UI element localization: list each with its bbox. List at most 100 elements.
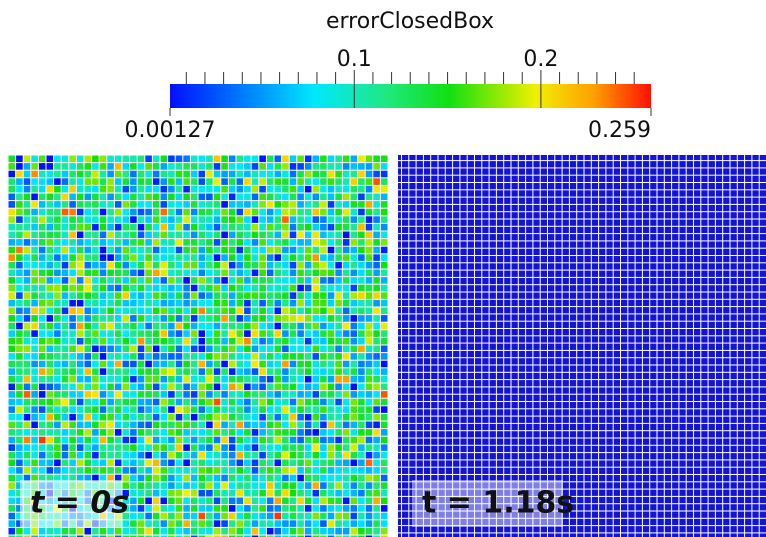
mesh-cell bbox=[84, 391, 92, 398]
mesh-cell bbox=[228, 375, 236, 383]
mesh-cell bbox=[206, 216, 213, 223]
mesh-cell bbox=[122, 413, 130, 421]
mesh-cell bbox=[137, 231, 145, 239]
mesh-cell bbox=[297, 163, 304, 170]
mesh-cell bbox=[46, 216, 54, 223]
mesh-cell bbox=[99, 277, 107, 284]
mesh-cell bbox=[99, 406, 107, 413]
mesh-cell bbox=[358, 337, 365, 345]
mesh-cell bbox=[168, 467, 175, 474]
mesh-cell bbox=[99, 444, 107, 451]
mesh-cell bbox=[312, 406, 320, 413]
mesh-cell bbox=[130, 368, 137, 375]
mesh-cell bbox=[335, 239, 342, 246]
mesh-cell bbox=[145, 292, 152, 299]
mesh-cell bbox=[206, 246, 213, 254]
mesh-cell bbox=[198, 353, 206, 360]
mesh-cell bbox=[213, 322, 221, 330]
mesh-cell bbox=[342, 170, 350, 178]
mesh-cell bbox=[69, 421, 76, 429]
mesh-cell bbox=[221, 178, 228, 185]
mesh-cell bbox=[8, 322, 16, 330]
mesh-cell bbox=[107, 436, 114, 444]
mesh-cell bbox=[16, 216, 23, 223]
mesh-cell bbox=[54, 360, 61, 368]
mesh-cell bbox=[84, 353, 92, 360]
mesh-cell bbox=[38, 375, 46, 383]
mesh-cell bbox=[8, 277, 16, 284]
mesh-cell bbox=[206, 413, 213, 421]
mesh-cell bbox=[23, 193, 31, 201]
mesh-cell bbox=[251, 185, 259, 193]
mesh-cell bbox=[175, 535, 183, 537]
mesh-cell bbox=[320, 239, 327, 246]
mesh-cell bbox=[380, 413, 388, 421]
mesh-cell bbox=[244, 330, 251, 337]
mesh-cell bbox=[145, 269, 152, 277]
mesh-cell bbox=[84, 201, 92, 208]
mesh-cell bbox=[122, 398, 130, 406]
mesh-cell bbox=[335, 155, 342, 163]
mesh-cell bbox=[152, 315, 160, 322]
mesh-cell bbox=[304, 292, 312, 299]
mesh-cell bbox=[54, 208, 61, 216]
mesh-cell bbox=[198, 436, 206, 444]
mesh-cell bbox=[259, 444, 266, 451]
mesh-cell bbox=[99, 383, 107, 391]
mesh-cell bbox=[335, 489, 342, 497]
mesh-cell bbox=[175, 444, 183, 451]
mesh-cell bbox=[114, 436, 122, 444]
mesh-cell bbox=[213, 315, 221, 322]
mesh-cell bbox=[266, 299, 274, 307]
mesh-cell bbox=[99, 360, 107, 368]
mesh-cell bbox=[122, 223, 130, 231]
mesh-cell bbox=[251, 406, 259, 413]
mesh-cell bbox=[244, 406, 251, 413]
mesh-cell bbox=[251, 368, 259, 375]
mesh-cell bbox=[335, 322, 342, 330]
mesh-cell bbox=[92, 315, 99, 322]
mesh-cell bbox=[266, 322, 274, 330]
mesh-cell bbox=[92, 391, 99, 398]
mesh-cell bbox=[175, 155, 183, 163]
mesh-cell bbox=[137, 512, 145, 520]
mesh-cell bbox=[160, 429, 168, 436]
mesh-cell bbox=[145, 413, 152, 421]
mesh-cell bbox=[145, 444, 152, 451]
mesh-cell bbox=[266, 337, 274, 345]
mesh-cell bbox=[107, 231, 114, 239]
mesh-cell bbox=[92, 345, 99, 353]
mesh-cell bbox=[152, 360, 160, 368]
mesh-cell bbox=[16, 178, 23, 185]
mesh-cell bbox=[8, 451, 16, 459]
mesh-cell bbox=[244, 201, 251, 208]
mesh-cell bbox=[92, 421, 99, 429]
mesh-cell bbox=[350, 520, 358, 527]
mesh-cell bbox=[46, 292, 54, 299]
mesh-cell bbox=[160, 330, 168, 337]
mesh-cell bbox=[228, 459, 236, 467]
mesh-cell bbox=[76, 353, 84, 360]
mesh-cell bbox=[373, 155, 380, 163]
mesh-cell bbox=[259, 284, 266, 292]
mesh-cell bbox=[236, 337, 244, 345]
mesh-cell bbox=[23, 330, 31, 337]
mesh-cell bbox=[373, 527, 380, 535]
mesh-cell bbox=[61, 239, 69, 246]
mesh-cell bbox=[350, 246, 358, 254]
mesh-cell bbox=[228, 337, 236, 345]
mesh-cell bbox=[228, 307, 236, 315]
mesh-cell bbox=[137, 330, 145, 337]
mesh-cell bbox=[46, 444, 54, 451]
mesh-cell bbox=[350, 406, 358, 413]
mesh-cell bbox=[259, 345, 266, 353]
mesh-cell bbox=[76, 231, 84, 239]
mesh-cell bbox=[107, 322, 114, 330]
mesh-cell bbox=[266, 451, 274, 459]
mesh-cell bbox=[350, 497, 358, 505]
mesh-cell bbox=[190, 482, 198, 489]
mesh-cell bbox=[327, 246, 335, 254]
mesh-cell bbox=[259, 398, 266, 406]
mesh-cell bbox=[92, 170, 99, 178]
mesh-cell bbox=[266, 345, 274, 353]
